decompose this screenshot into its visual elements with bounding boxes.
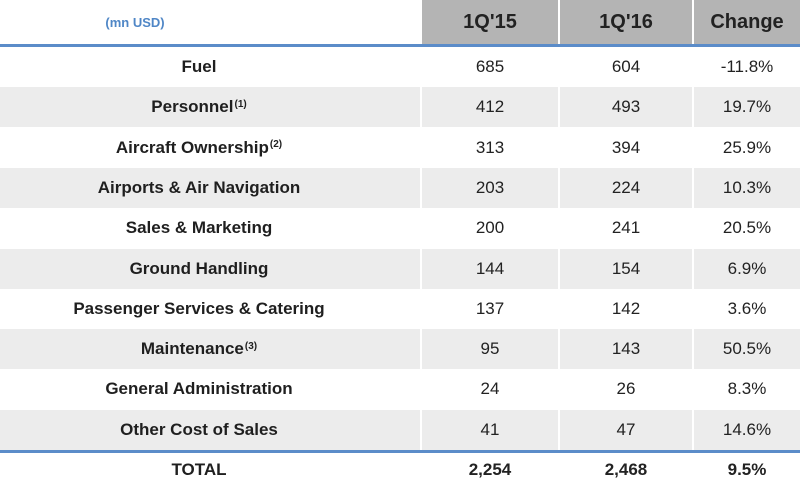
total-divider xyxy=(0,450,800,453)
row-label: Passenger Services & Catering xyxy=(0,289,398,329)
row-label: Aircraft Ownership (2) xyxy=(0,128,398,168)
value-change: 8.3% xyxy=(727,379,767,399)
value-1q16: 26 xyxy=(616,379,636,399)
row-label-text: Fuel xyxy=(181,57,217,76)
value-1q15: 200 xyxy=(475,218,505,238)
value-1q16: 142 xyxy=(611,298,641,318)
total-1q16: 2,468 xyxy=(604,460,648,479)
value-1q16: 143 xyxy=(611,339,641,359)
value-change: -11.8% xyxy=(720,57,774,76)
row-label-text: Aircraft Ownership xyxy=(115,137,269,157)
table-row: Maintenance (3) 95 143 50.5% xyxy=(0,329,800,370)
table-row: Passenger Services & Catering 137 142 3.6% xyxy=(0,289,800,329)
value-1q15: 24 xyxy=(480,379,500,399)
value-1q16: 604 xyxy=(611,57,641,76)
value-1q16: 241 xyxy=(611,218,641,238)
value-change: 14.6% xyxy=(722,419,772,439)
value-1q16: 154 xyxy=(611,258,641,278)
column-separator xyxy=(692,47,694,450)
value-change: 3.6% xyxy=(727,298,767,318)
column-header-1q15: 1Q'15 xyxy=(422,0,558,44)
total-change: 9.5% xyxy=(727,460,767,479)
table-row: Fuel 685 604 -11.8% xyxy=(0,47,800,87)
row-label: General Administration xyxy=(0,369,398,409)
footnote-marker: (2) xyxy=(269,139,283,151)
table-row: Ground Handling 144 154 6.9% xyxy=(0,248,800,289)
footnote-marker: (1) xyxy=(234,98,247,110)
value-change: 20.5% xyxy=(722,218,772,238)
value-1q15: 685 xyxy=(475,57,505,76)
value-1q16: 47 xyxy=(616,419,636,439)
row-label: Sales & Marketing xyxy=(0,208,398,248)
value-change: 10.3% xyxy=(722,177,772,197)
row-label-text: Passenger Services & Catering xyxy=(73,298,325,318)
table-row: General Administration 24 26 8.3% xyxy=(0,369,800,409)
row-label: Fuel xyxy=(0,47,398,87)
value-1q16: 394 xyxy=(611,137,641,157)
value-1q15: 41 xyxy=(480,419,500,439)
value-1q16: 493 xyxy=(611,97,641,117)
footnote-marker: (3) xyxy=(244,340,258,352)
value-change: 25.9% xyxy=(722,137,772,157)
row-label-text: Other Cost of Sales xyxy=(120,419,278,439)
table-row: Personnel (1) 412 493 19.7% xyxy=(0,87,800,128)
row-label: Ground Handling xyxy=(0,249,398,289)
column-header-1q16: 1Q'16 xyxy=(560,0,692,44)
unit-header-cell: (mn USD) xyxy=(0,0,420,44)
value-1q15: 137 xyxy=(475,298,505,318)
row-label: Personnel (1) xyxy=(0,87,398,127)
column-separator xyxy=(420,47,422,450)
row-label-text: Sales & Marketing xyxy=(125,218,273,238)
total-label: TOTAL xyxy=(171,460,227,479)
column-header-change: Change xyxy=(694,0,800,44)
row-label-text: Ground Handling xyxy=(129,258,269,278)
value-1q15: 412 xyxy=(475,97,505,117)
row-label: Airports & Air Navigation xyxy=(0,168,398,208)
row-label-text: Personnel xyxy=(151,97,234,117)
total-1q15: 2,254 xyxy=(468,460,512,479)
row-label: Other Cost of Sales xyxy=(0,410,398,450)
value-change: 6.9% xyxy=(727,258,767,278)
table-row: Other Cost of Sales 41 47 14.6% xyxy=(0,409,800,450)
value-change: 50.5% xyxy=(722,339,772,359)
table-row: Sales & Marketing 200 241 20.5% xyxy=(0,208,800,248)
unit-label: (mn USD) xyxy=(105,14,165,30)
header-divider xyxy=(0,44,800,47)
column-separator xyxy=(558,47,560,450)
value-1q15: 95 xyxy=(480,339,500,359)
row-label: Maintenance (3) xyxy=(0,329,398,369)
row-label-text: General Administration xyxy=(105,379,293,399)
value-1q15: 203 xyxy=(475,177,505,197)
value-1q15: 313 xyxy=(475,137,505,157)
value-1q16: 224 xyxy=(611,177,641,197)
table-row: Aircraft Ownership (2) 313 394 25.9% xyxy=(0,128,800,168)
value-1q15: 144 xyxy=(475,258,505,278)
row-label-text: Maintenance xyxy=(140,339,244,359)
table-row: Airports & Air Navigation 203 224 10.3% xyxy=(0,167,800,208)
value-change: 19.7% xyxy=(722,97,772,117)
row-label-text: Airports & Air Navigation xyxy=(97,177,301,197)
total-row: TOTAL 2,254 2,468 9.5% xyxy=(0,453,800,487)
